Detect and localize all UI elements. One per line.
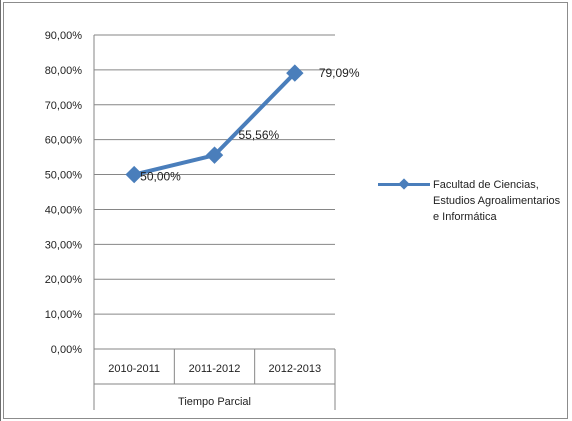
- data-label: 50,00%: [140, 170, 181, 184]
- data-point-marker: [205, 146, 224, 164]
- x-axis-title: Tiempo Parcial: [178, 396, 251, 408]
- data-label: 55,56%: [239, 128, 280, 142]
- data-point-marker: [286, 64, 304, 82]
- y-tick-label: 10,00%: [45, 309, 83, 321]
- outer-left-rule: [0, 0, 1, 421]
- x-tick-label: 2011-2012: [189, 363, 241, 375]
- y-tick-label: 30,00%: [45, 239, 83, 251]
- y-tick-label: 40,00%: [45, 204, 83, 216]
- x-tick-label: 2012-2013: [269, 363, 322, 375]
- y-tick-label: 0,00%: [51, 344, 82, 356]
- y-tick-label: 90,00%: [45, 30, 83, 42]
- y-tick-label: 60,00%: [45, 135, 83, 147]
- x-tick-label: 2010-2011: [108, 363, 160, 375]
- data-point-marker: [125, 165, 143, 184]
- data-label: 79,09%: [319, 66, 360, 80]
- y-tick-label: 20,00%: [45, 274, 83, 286]
- legend-entry-label: Facultad de Ciencias, Estudios Agroalime…: [433, 179, 561, 223]
- y-tick-label: 50,00%: [45, 170, 83, 182]
- y-tick-label: 70,00%: [45, 100, 83, 112]
- y-tick-label: 80,00%: [45, 65, 83, 77]
